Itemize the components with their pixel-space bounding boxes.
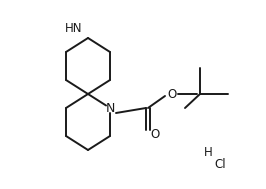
Text: H: H: [204, 146, 212, 159]
Text: HN: HN: [65, 22, 83, 35]
Text: O: O: [150, 128, 160, 140]
Text: Cl: Cl: [214, 157, 226, 170]
Text: O: O: [167, 88, 177, 101]
Text: N: N: [105, 101, 115, 115]
